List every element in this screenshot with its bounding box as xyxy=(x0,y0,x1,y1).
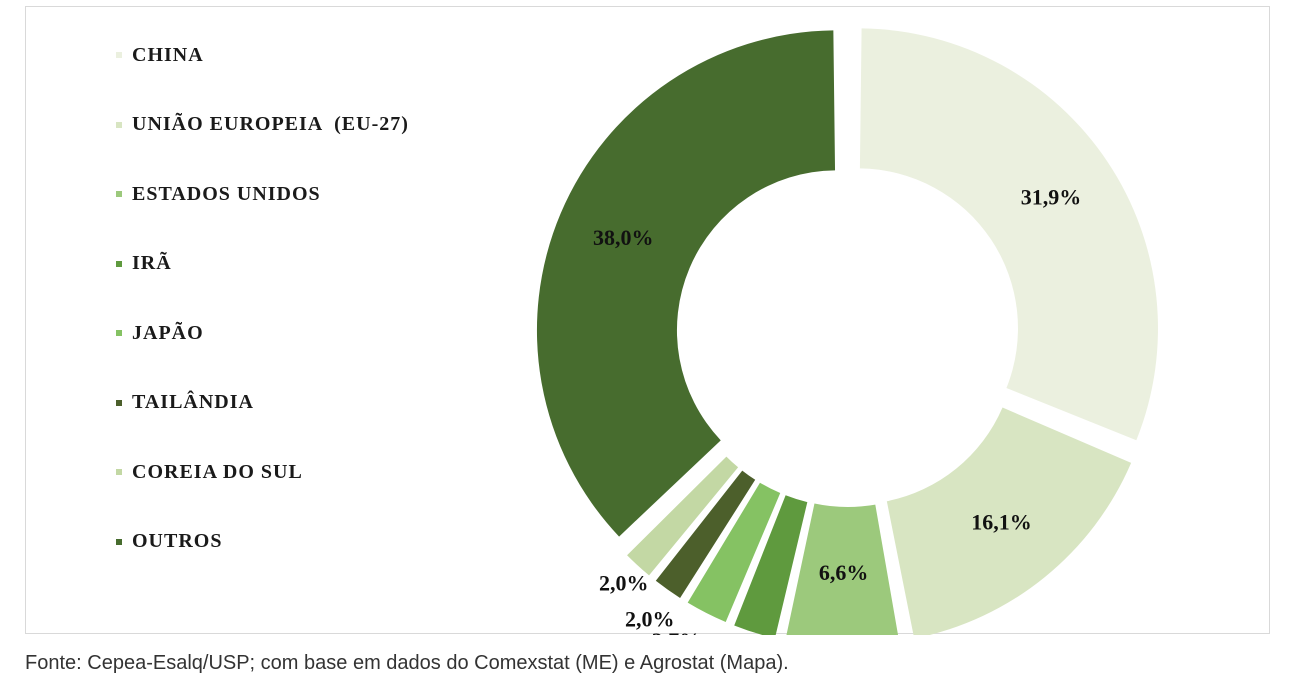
legend-swatch xyxy=(116,260,122,267)
legend-swatch xyxy=(116,330,122,336)
legend-item-outros: OUTROS xyxy=(116,530,222,554)
chart-frame: 31,9%16,1%6,6%2,7%2,7%2,0%2,0%38,0% CHIN… xyxy=(25,6,1270,635)
slice-estados-unidos xyxy=(786,503,899,635)
legend-swatch xyxy=(116,52,122,58)
data-label-outros: 38,0% xyxy=(593,225,654,250)
legend-item-china: CHINA xyxy=(116,43,204,67)
slice-coreia-do-sul xyxy=(627,456,739,576)
legend-label: OUTROS xyxy=(132,530,223,552)
slice-japao xyxy=(687,482,781,623)
data-label-tailandia: 2,0% xyxy=(625,607,675,632)
source-note: Fonte: Cepea-Esalq/USP; com base em dado… xyxy=(25,652,789,674)
legend-item-estados-unidos: ESTADOS UNIDOS xyxy=(116,182,321,206)
legend-item-japao: JAPÃO xyxy=(116,321,204,345)
legend-label: JAPÃO xyxy=(132,321,204,344)
data-label-japao: 2,7% xyxy=(652,628,702,635)
legend-label: CHINA xyxy=(132,43,204,66)
legend-swatch xyxy=(116,469,122,475)
legend-item-uniao-europeia-eu-27: UNIÃO EUROPEIA (EU-27) xyxy=(116,113,409,137)
legend-item-ira: IRÃ xyxy=(116,252,172,276)
legend-swatch xyxy=(116,121,122,128)
legend-item-coreia-do-sul: COREIA DO SUL xyxy=(116,460,303,484)
legend-label: IRÃ xyxy=(132,252,172,274)
slice-china xyxy=(859,28,1158,441)
data-label-china: 31,9% xyxy=(1021,185,1082,210)
data-label-uniao-europeia-eu-27: 16,1% xyxy=(971,510,1032,535)
data-label-estados-unidos: 6,6% xyxy=(819,560,869,585)
legend-label: TAILÂNDIA xyxy=(132,391,254,413)
legend-swatch xyxy=(116,191,122,197)
donut-chart: 31,9%16,1%6,6%2,7%2,7%2,0%2,0%38,0% xyxy=(536,28,1158,635)
legend-label: ESTADOS UNIDOS xyxy=(132,182,321,205)
legend-item-tailandia: TAILÂNDIA xyxy=(116,391,254,415)
legend-label: UNIÃO EUROPEIA (EU-27) xyxy=(132,113,409,135)
data-label-ira: 2,7% xyxy=(688,634,738,635)
data-label-coreia-do-sul: 2,0% xyxy=(599,571,649,596)
slice-ira xyxy=(734,495,808,635)
legend-swatch xyxy=(116,399,122,406)
slice-tailandia xyxy=(655,470,756,598)
slice-outros xyxy=(536,30,836,537)
legend-swatch xyxy=(116,538,122,545)
slice-uniao-europeia-eu-27 xyxy=(886,407,1132,635)
legend-label: COREIA DO SUL xyxy=(132,460,303,483)
